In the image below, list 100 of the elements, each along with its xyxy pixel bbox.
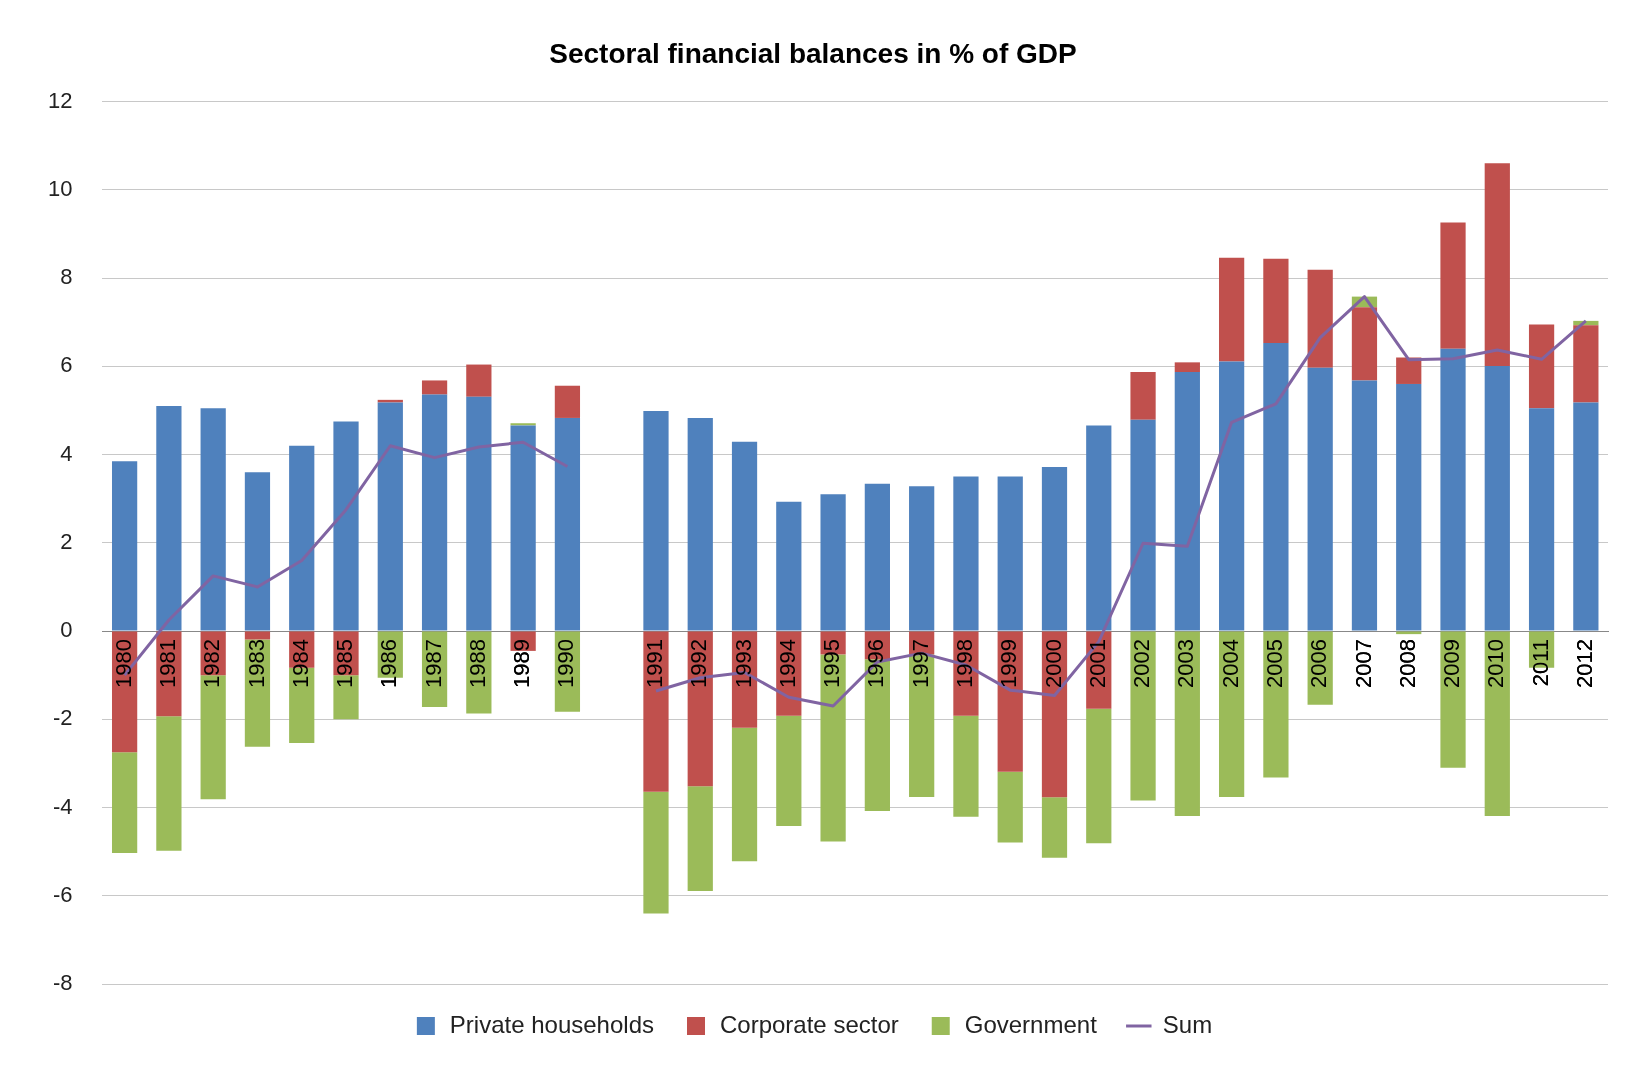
bar: [1351, 380, 1378, 631]
chart-title: Sectoral financial balances in % of GDP: [549, 37, 1077, 69]
bar: [731, 727, 758, 862]
x-tick-label: 1984: [287, 639, 313, 688]
bar: [111, 461, 138, 631]
x-tick-label: 1998: [952, 639, 977, 688]
bar: [111, 752, 138, 853]
bar: [1130, 631, 1156, 801]
bar: [1307, 269, 1333, 368]
bar: [997, 476, 1023, 631]
legend-label: Corporate sector: [719, 1010, 899, 1038]
bar: [1174, 631, 1200, 816]
x-tick-label: 1992: [686, 639, 712, 688]
x-tick-label: 1997: [907, 639, 933, 688]
x-tick-label: 2005: [1261, 639, 1287, 688]
y-tick-label: 0: [60, 617, 73, 643]
bar: [909, 486, 935, 631]
bar: [864, 483, 890, 631]
x-tick-label: 1995: [819, 639, 845, 688]
x-tick-label: 2002: [1129, 639, 1155, 688]
x-tick-label: 2003: [1173, 639, 1199, 688]
bar: [244, 472, 271, 631]
bar: [643, 410, 669, 631]
bar: [1130, 372, 1156, 420]
x-tick-label: 1987: [420, 639, 446, 688]
legend-label: Sum: [1162, 1010, 1213, 1038]
bar: [1263, 258, 1289, 343]
bar: [643, 791, 669, 914]
x-tick-label: 1993: [730, 639, 756, 688]
bar: [1307, 367, 1333, 631]
x-tick-label: 2007: [1350, 639, 1376, 688]
bar: [1174, 362, 1200, 373]
bar: [1528, 324, 1555, 409]
bar: [466, 364, 492, 397]
bar: [643, 631, 669, 792]
bar: [1573, 402, 1599, 631]
bar: [687, 417, 713, 631]
bar: [731, 441, 758, 631]
bar: [1219, 631, 1245, 797]
x-tick-label: 1986: [376, 639, 402, 688]
x-tick-label: 1980: [110, 639, 136, 688]
bar: [776, 501, 802, 631]
x-tick-label: 2001: [1084, 639, 1110, 688]
bar: [1484, 631, 1510, 816]
x-tick-label: 1990: [553, 639, 579, 688]
y-tick-label: 2: [60, 528, 73, 554]
bar: [1041, 797, 1068, 858]
x-tick-label: 1985: [332, 639, 358, 688]
x-tick-label: 1991: [642, 639, 668, 688]
x-tick-label: 1994: [774, 639, 800, 688]
y-tick-label: 10: [47, 175, 73, 201]
bar: [289, 445, 315, 631]
bar: [1573, 325, 1599, 403]
bar: [1130, 419, 1156, 631]
x-tick-label: 2010: [1483, 639, 1509, 688]
y-tick-label: -2: [52, 705, 73, 731]
bar: [377, 402, 403, 631]
bar: [687, 786, 713, 891]
bar: [1440, 348, 1466, 631]
legend-label: Private households: [449, 1010, 654, 1038]
x-tick-label: 1989: [509, 639, 535, 688]
bar: [466, 396, 492, 631]
bar: [953, 715, 979, 817]
x-tick-label: 1996: [863, 639, 889, 688]
bar: [1219, 361, 1245, 631]
y-tick-label: -8: [52, 970, 73, 996]
bar: [510, 425, 536, 631]
bar: [1528, 408, 1555, 631]
bar: [1219, 257, 1245, 362]
bar: [1263, 631, 1289, 778]
y-tick-label: 12: [47, 87, 73, 113]
bar: [1440, 631, 1466, 768]
bar: [156, 716, 182, 851]
bar: [156, 406, 182, 631]
legend-label: Government: [964, 1010, 1098, 1038]
x-tick-label: 1982: [199, 639, 225, 688]
bar: [1440, 222, 1466, 349]
bar: [953, 476, 979, 631]
bar: [1396, 357, 1422, 384]
x-tick-label: 1999: [996, 639, 1022, 688]
bar: [1351, 307, 1378, 381]
x-tick-label: 2009: [1439, 639, 1465, 688]
bar: [1484, 163, 1510, 366]
x-tick-label: 1981: [154, 639, 180, 688]
bar: [421, 380, 448, 395]
bar: [333, 421, 359, 631]
y-tick-label: -6: [52, 881, 73, 907]
bar: [997, 771, 1023, 843]
y-tick-label: -4: [52, 793, 73, 819]
x-tick-label: 2006: [1306, 639, 1332, 688]
bar: [554, 417, 581, 631]
x-tick-label: 2012: [1571, 639, 1597, 688]
y-tick-label: 6: [60, 352, 73, 378]
bar: [1041, 466, 1068, 631]
bar: [1263, 342, 1289, 631]
bar: [1174, 372, 1200, 631]
bar: [820, 494, 846, 631]
bar: [1484, 365, 1510, 631]
bar: [554, 385, 581, 418]
x-tick-label: 2008: [1394, 639, 1420, 688]
